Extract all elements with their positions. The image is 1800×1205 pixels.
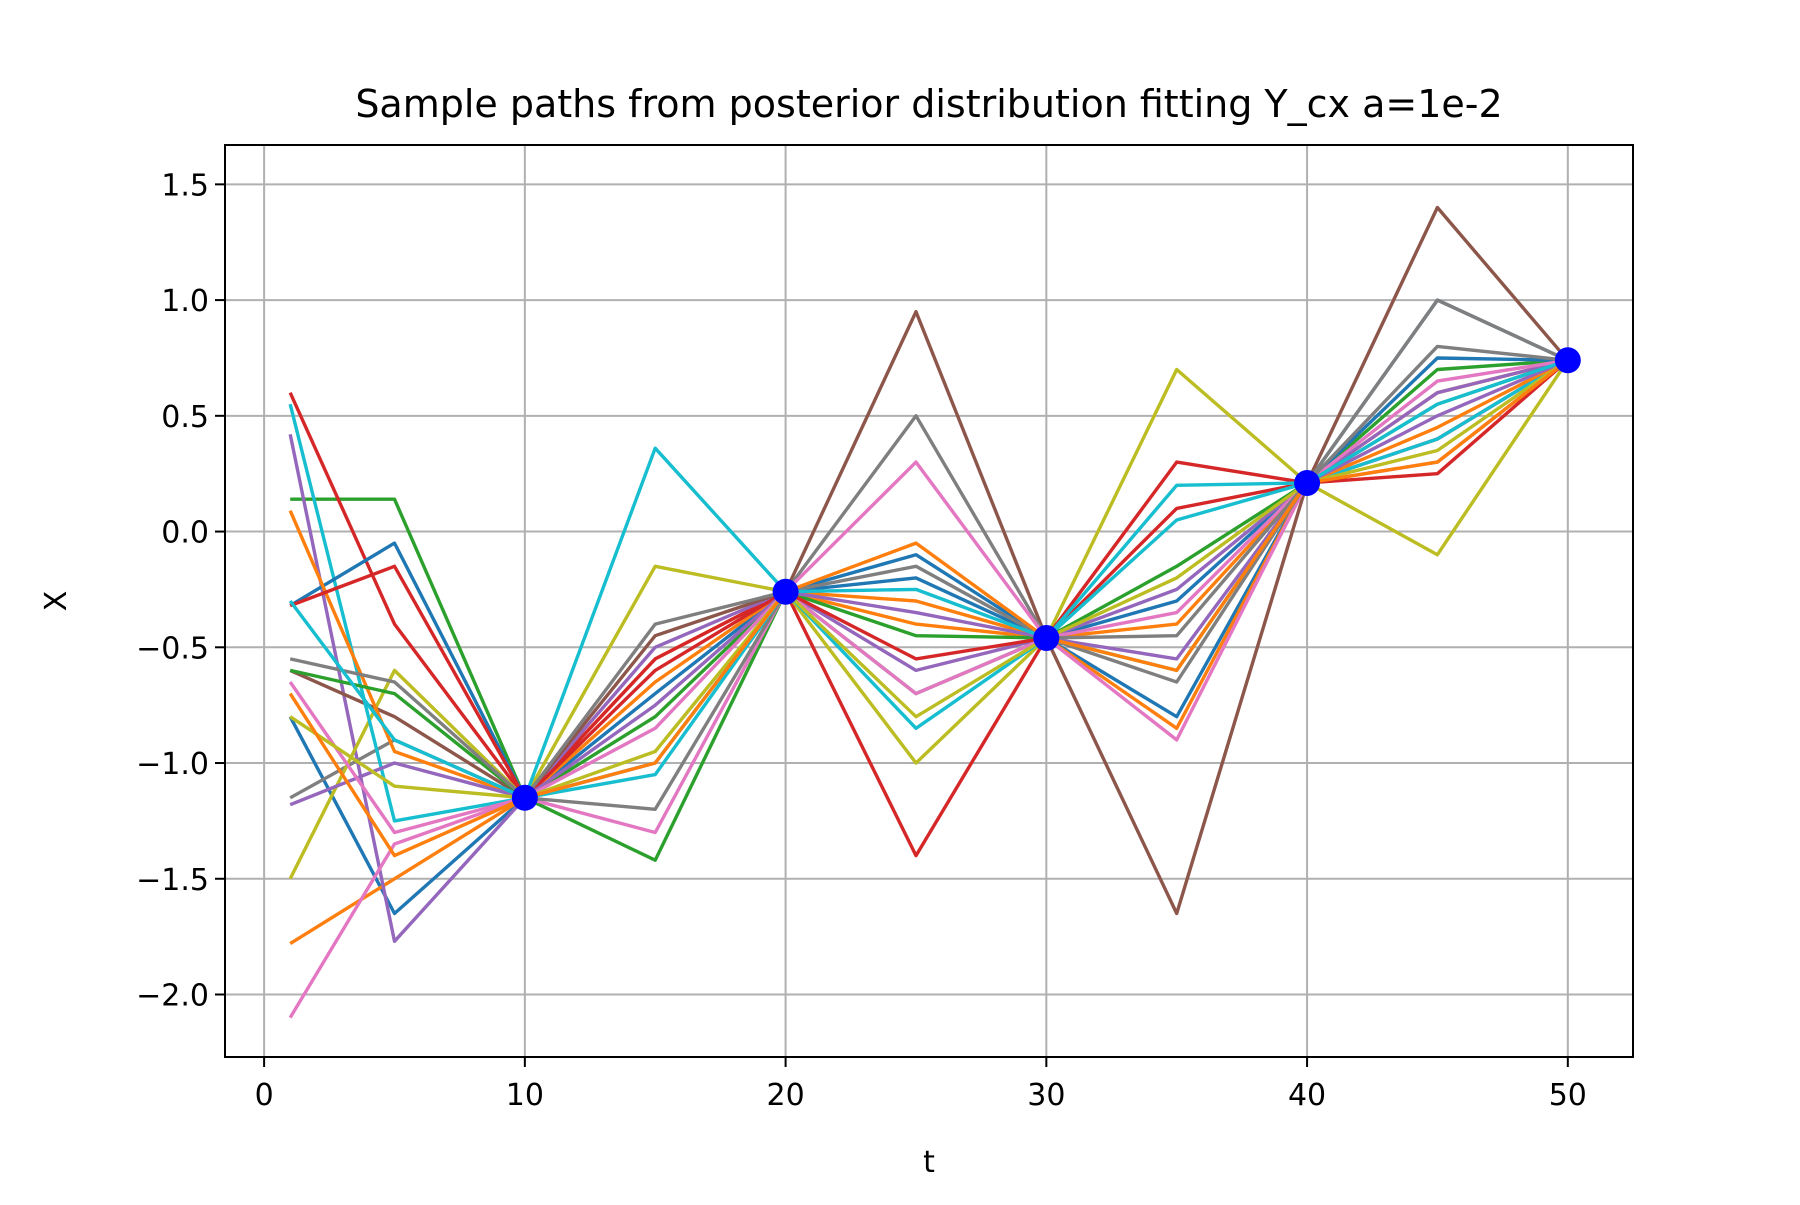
x-tick-label: 40: [1288, 1078, 1326, 1113]
y-tick-label: 0.5: [161, 400, 209, 435]
y-tick-label: −1.0: [136, 747, 209, 782]
sample-path-line-17: [289, 344, 1568, 800]
y-axis-label: X: [39, 591, 74, 612]
y-tick-label: 1.0: [161, 284, 209, 319]
y-axis-ticks: −2.0 −1.5 −1.0 −0.5 0.0 0.5 1.0 1.5: [136, 168, 225, 1014]
y-tick-label: 1.5: [161, 168, 209, 203]
sample-path-line-12: [288, 358, 1569, 800]
anchor-point-marker: [511, 784, 538, 811]
anchor-point-marker: [1033, 625, 1060, 652]
sample-path-line-10: [288, 358, 1569, 823]
x-axis-ticks: 0 10 20 30 40 50: [255, 1057, 1587, 1113]
x-tick-label: 10: [506, 1078, 544, 1113]
sample-path-line-5: [288, 358, 1569, 943]
sample-path-line-19: [288, 358, 1569, 800]
y-tick-label: −0.5: [136, 631, 209, 666]
series-lines: [288, 205, 1570, 1019]
y-tick-label: 0.0: [161, 516, 209, 551]
sample-path-line-11: [289, 356, 1568, 800]
sample-path-line-6: [289, 205, 1570, 916]
anchor-point-marker: [1294, 469, 1321, 496]
sample-path-line-18: [289, 358, 1569, 800]
plot-frame: [224, 144, 1634, 1058]
sample-path-line-14: [289, 359, 1569, 800]
sample-path-line-20: [288, 358, 1569, 858]
y-tick-label: −1.5: [136, 863, 209, 898]
y-tick-label: −2.0: [136, 979, 209, 1014]
anchor-point-marker: [772, 578, 799, 605]
x-tick-label: 0: [255, 1078, 274, 1113]
anchor-point-marker: [1554, 347, 1581, 374]
x-tick-label: 30: [1027, 1078, 1065, 1113]
sample-path-line-9: [288, 359, 1570, 880]
sample-path-line-16: [288, 358, 1569, 835]
x-tick-label: 50: [1549, 1078, 1587, 1113]
x-tick-label: 20: [766, 1078, 804, 1113]
anchor-points: [511, 347, 1581, 811]
chart-title: Sample paths from posterior distribution…: [355, 82, 1502, 126]
sample-path-line-15: [289, 358, 1569, 807]
x-axis-label: t: [923, 1145, 935, 1180]
